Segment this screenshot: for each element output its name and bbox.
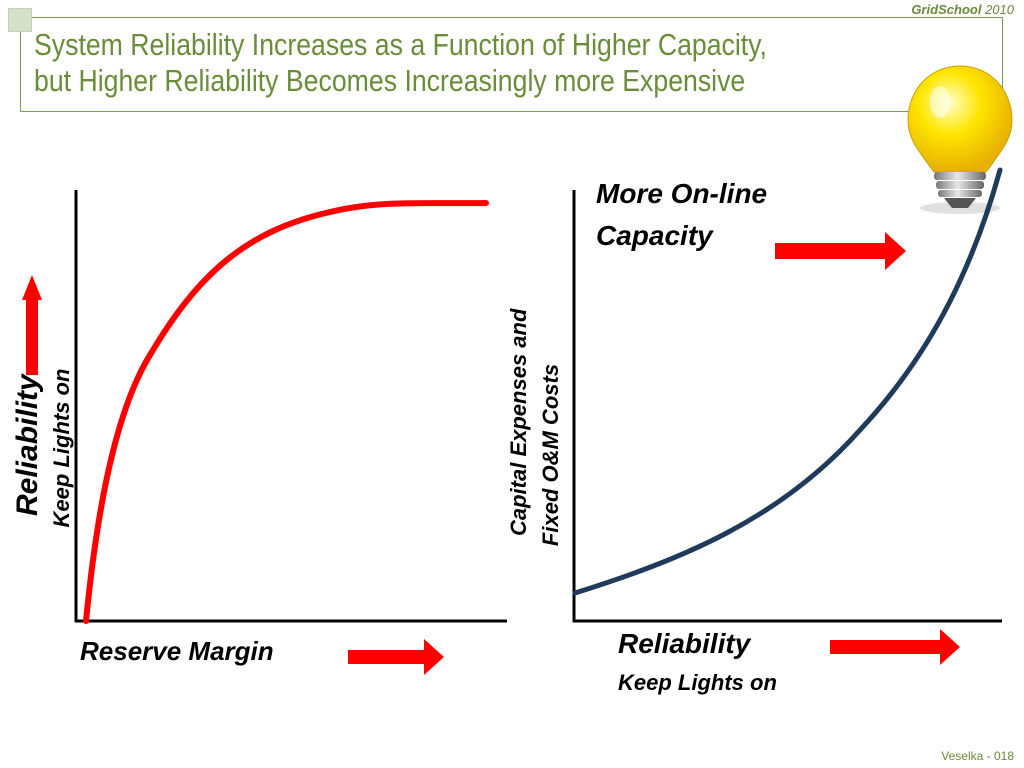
arrow-up-icon <box>22 275 42 375</box>
right-x-label-sub: Keep Lights on <box>618 670 777 695</box>
title-frame <box>20 17 1003 112</box>
arrow-right-icon <box>775 232 906 270</box>
arrow-right-icon <box>348 639 444 675</box>
light-bulb-icon <box>907 65 1013 214</box>
right-y-label-line-1: Capital Expenses and <box>506 308 531 536</box>
left-y-label-sub: Keep Lights on <box>49 368 74 528</box>
title-line-2: but Higher Reliability Becomes Increasin… <box>34 63 746 98</box>
right-y-label-line-2: Fixed O&M Costs <box>538 363 563 547</box>
brand-label: GridSchool 2010 <box>911 2 1014 17</box>
brand-name: GridSchool <box>911 2 982 17</box>
slide-footer: Veselka - 018 <box>941 749 1014 763</box>
left-x-label: Reserve Margin <box>80 636 274 666</box>
left-y-label-main: Reliability <box>11 374 44 516</box>
annotation-line-1: More On-line <box>596 178 768 209</box>
cost-curve <box>572 167 1003 596</box>
arrow-right-icon <box>830 629 960 665</box>
right-x-label-main: Reliability <box>618 628 751 659</box>
title-line-1: System Reliability Increases as a Functi… <box>34 27 767 62</box>
corner-square <box>8 8 32 32</box>
reliability-curve <box>83 200 489 624</box>
annotation-line-2: Capacity <box>596 220 713 251</box>
brand-year: 2010 <box>985 2 1014 17</box>
page-title: System Reliability Increases as a Functi… <box>34 27 825 99</box>
